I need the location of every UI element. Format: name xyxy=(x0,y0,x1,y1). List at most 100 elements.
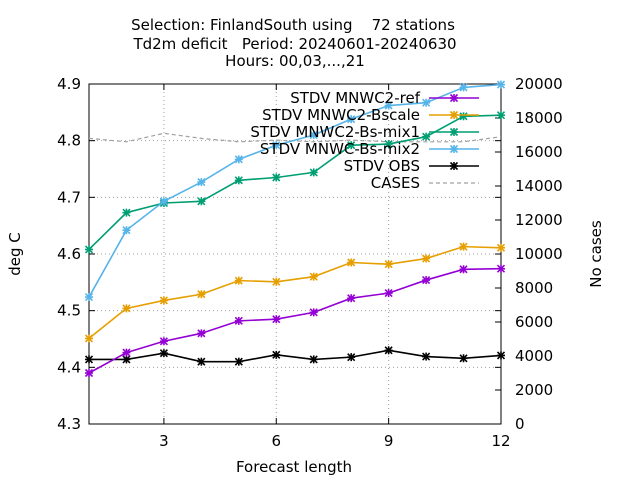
data-point xyxy=(84,293,94,302)
y2-tick-label: 16000 xyxy=(515,143,563,161)
series-layer xyxy=(84,80,506,378)
data-point xyxy=(459,112,468,121)
series-line xyxy=(88,267,502,374)
y2-tick-label: 20000 xyxy=(515,75,563,93)
chart-title-line-2: Td2m deficit Period: 20240601-20240630 xyxy=(132,35,456,53)
data-point xyxy=(122,208,131,217)
data-point xyxy=(84,355,94,364)
legend-item-cases: CASES xyxy=(371,174,479,192)
data-point xyxy=(234,276,243,285)
data-point xyxy=(197,290,206,299)
data-point xyxy=(122,226,131,235)
data-point xyxy=(422,98,431,107)
x-tick-label: 12 xyxy=(491,432,510,450)
data-point xyxy=(347,294,356,303)
data-point xyxy=(384,260,393,269)
legend-label: CASES xyxy=(371,174,420,192)
y2-tick-label: 14000 xyxy=(515,177,563,195)
legend-label: STDV MNWC2-Bscale xyxy=(262,106,420,124)
y2-tick-label: 2000 xyxy=(515,381,553,399)
data-point xyxy=(347,141,356,150)
series-line xyxy=(89,349,502,363)
series-line xyxy=(88,245,502,340)
legend-item-stdv-mnwc2-bs-mix1: STDV MNWC2-Bs-mix1 xyxy=(250,123,479,141)
data-point xyxy=(309,355,318,364)
y-tick-label: 4.4 xyxy=(57,358,81,376)
data-point xyxy=(159,197,168,206)
y-tick-label: 4.7 xyxy=(57,188,81,206)
data-point xyxy=(122,355,131,364)
legend-marker xyxy=(449,110,459,120)
series-stdv-mnwc2-bscale xyxy=(84,242,506,343)
series-stdv-mnwc2-ref xyxy=(84,264,506,378)
data-point xyxy=(422,132,431,141)
data-point xyxy=(496,351,506,360)
data-point xyxy=(272,141,281,150)
data-point xyxy=(384,140,393,149)
data-point xyxy=(159,349,168,358)
y2-tick-label: 12000 xyxy=(515,211,563,229)
legend-item-stdv-mnwc2-bscale: STDV MNWC2-Bscale xyxy=(262,106,479,124)
data-point xyxy=(197,329,206,338)
data-point xyxy=(496,243,506,252)
series-cases xyxy=(88,132,502,143)
data-point xyxy=(309,130,318,140)
data-point xyxy=(309,168,318,177)
legend-label: STDV OBS xyxy=(344,157,420,175)
y2-tick-label: 4000 xyxy=(515,347,553,365)
y-tick-label: 4.8 xyxy=(57,132,81,150)
data-point xyxy=(84,334,94,343)
legend-label: STDV MNWC-Bs-mix2 xyxy=(260,140,420,158)
data-point xyxy=(384,101,393,110)
legend-label: STDV MNWC2-ref xyxy=(290,89,420,107)
legend-marker xyxy=(449,144,459,154)
x-tick-label: 3 xyxy=(159,432,169,450)
y-axis-label: deg C xyxy=(6,232,24,276)
data-point xyxy=(459,242,468,251)
data-point xyxy=(422,276,431,285)
data-point xyxy=(122,304,131,313)
data-point xyxy=(309,308,318,317)
series-line xyxy=(88,83,502,298)
axis-ticks: 4.3 4.4 4.5 4.6 4.7 4.8 4.9 0 2000 4000 6000 8000 10… xyxy=(57,75,563,450)
y2-tick-label: 8000 xyxy=(515,279,553,297)
y2-axis-label: No cases xyxy=(587,220,605,288)
data-point xyxy=(272,315,281,324)
data-point xyxy=(234,176,243,185)
data-point xyxy=(347,258,356,267)
series-stdv-obs xyxy=(84,346,506,366)
data-point xyxy=(159,337,168,346)
y-tick-label: 4.9 xyxy=(57,75,81,93)
series-line xyxy=(88,114,502,251)
data-point xyxy=(347,115,356,124)
data-point xyxy=(122,348,131,357)
chart-title-line-3: Hours: 00,03,...,21 xyxy=(225,52,365,70)
legend-marker xyxy=(449,93,459,103)
legend-marker xyxy=(449,161,459,171)
data-point xyxy=(234,316,243,325)
y-tick-label: 4.6 xyxy=(57,245,81,263)
data-point xyxy=(84,368,94,378)
data-point xyxy=(309,272,318,281)
data-point xyxy=(459,265,468,274)
x-tick-label: 9 xyxy=(384,432,394,450)
data-point xyxy=(272,350,281,359)
legend-item-stdv-mnwc2-ref: STDV MNWC2-ref xyxy=(290,89,479,107)
data-point xyxy=(84,245,94,254)
legend-marker xyxy=(449,127,459,137)
y2-tick-label: 6000 xyxy=(515,313,553,331)
data-point xyxy=(234,357,243,366)
data-point xyxy=(459,354,468,363)
data-point xyxy=(496,80,506,89)
data-point xyxy=(496,264,506,273)
legend-item-stdv-mnwc-bs-mix2: STDV MNWC-Bs-mix2 xyxy=(260,140,479,158)
data-point xyxy=(422,254,431,263)
data-point xyxy=(159,296,168,305)
data-point xyxy=(496,111,506,120)
series-line xyxy=(88,132,502,143)
data-point xyxy=(197,177,206,187)
legend-label: STDV MNWC2-Bs-mix1 xyxy=(250,123,420,141)
data-point xyxy=(384,346,393,355)
